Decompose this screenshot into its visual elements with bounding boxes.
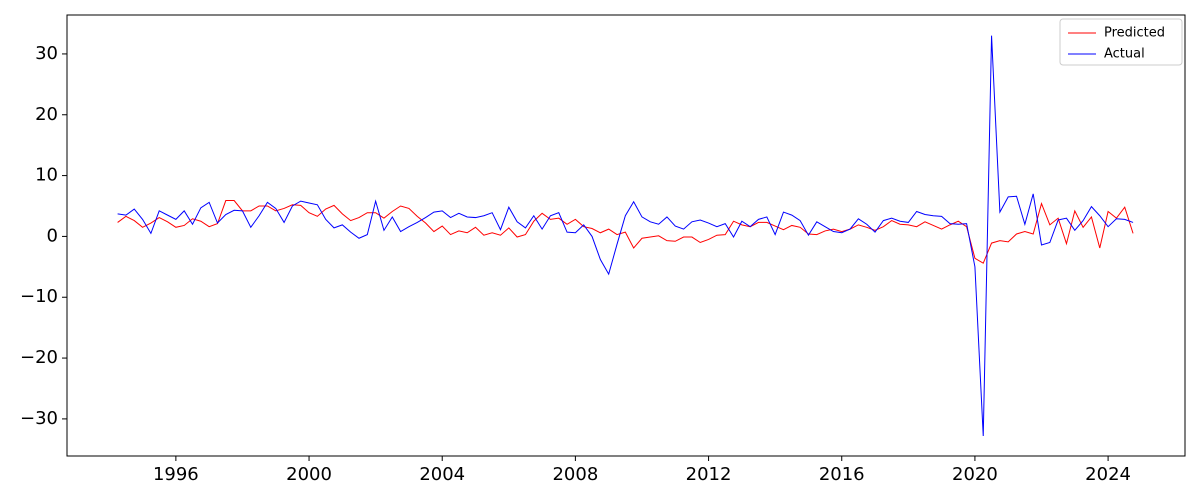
- y-tick-label: 0: [47, 225, 58, 246]
- x-tick-label: 2024: [1085, 464, 1131, 485]
- x-tick-label: 1996: [153, 464, 199, 485]
- legend-label: Predicted: [1104, 26, 1165, 41]
- y-tick-label: 20: [35, 104, 58, 125]
- x-tick-label: 2008: [552, 464, 598, 485]
- legend-label: Actual: [1104, 47, 1145, 62]
- x-tick-label: 2004: [419, 464, 465, 485]
- y-tick-label: 10: [35, 165, 58, 186]
- x-tick-label: 2016: [819, 464, 865, 485]
- y-tick-label: 30: [35, 43, 58, 64]
- x-tick-label: 2000: [286, 464, 332, 485]
- y-tick-label: −20: [20, 347, 58, 368]
- plot-frame: [66, 14, 1186, 457]
- data-line: [117, 200, 1134, 264]
- x-tick-label: 2012: [686, 464, 732, 485]
- data-line: [117, 35, 1134, 436]
- y-tick-label: −10: [20, 286, 58, 307]
- x-tick-label: 2020: [952, 464, 998, 485]
- y-tick-label: −30: [20, 408, 58, 429]
